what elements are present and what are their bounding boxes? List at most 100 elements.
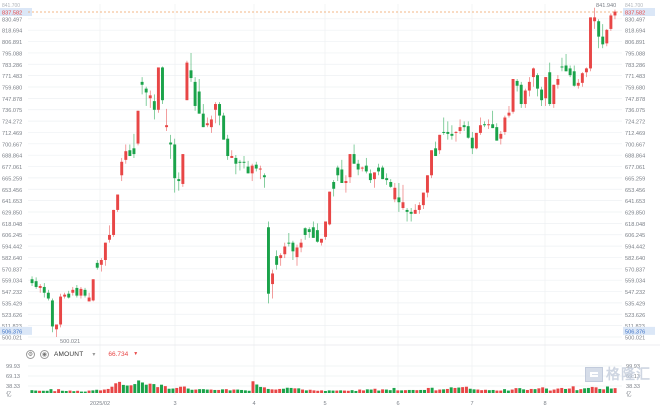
candle[interactable] xyxy=(156,67,160,113)
candle[interactable] xyxy=(30,276,34,286)
candle[interactable] xyxy=(234,155,238,175)
candle[interactable] xyxy=(430,150,433,179)
candle[interactable] xyxy=(87,292,91,302)
settings-icon[interactable]: ⚙ xyxy=(26,349,35,359)
candle[interactable] xyxy=(413,204,417,214)
candle[interactable] xyxy=(283,242,287,259)
candle[interactable] xyxy=(46,289,50,301)
candle[interactable] xyxy=(271,269,275,299)
candle[interactable] xyxy=(242,156,246,169)
candle[interactable] xyxy=(458,119,462,134)
candle[interactable] xyxy=(584,67,588,78)
candle[interactable] xyxy=(311,221,315,238)
candle[interactable] xyxy=(397,182,401,212)
candle[interactable] xyxy=(291,240,295,260)
candle[interactable] xyxy=(593,7,597,29)
candle[interactable] xyxy=(226,134,230,160)
candle[interactable] xyxy=(556,75,560,89)
candle[interactable] xyxy=(536,73,539,97)
candle[interactable] xyxy=(55,324,58,338)
candle[interactable] xyxy=(222,112,226,140)
candle[interactable] xyxy=(548,62,552,106)
candle[interactable] xyxy=(352,144,356,164)
candle[interactable] xyxy=(185,60,189,101)
candle[interactable] xyxy=(177,172,181,191)
candle[interactable] xyxy=(360,166,364,172)
candle[interactable] xyxy=(511,78,515,114)
candle[interactable] xyxy=(165,108,169,131)
candle[interactable] xyxy=(531,67,535,87)
candle[interactable] xyxy=(519,81,523,108)
candle[interactable] xyxy=(59,293,63,328)
candle[interactable] xyxy=(238,159,242,171)
candle[interactable] xyxy=(161,66,164,105)
candle[interactable] xyxy=(597,19,601,49)
candle[interactable] xyxy=(181,154,185,187)
candle[interactable] xyxy=(540,86,544,106)
candle[interactable] xyxy=(564,53,568,72)
candle[interactable] xyxy=(63,292,67,299)
candle[interactable] xyxy=(527,77,531,97)
candle[interactable] xyxy=(552,84,556,108)
candle[interactable] xyxy=(425,175,429,198)
candle[interactable] xyxy=(254,161,258,172)
candle[interactable] xyxy=(450,125,454,140)
candle[interactable] xyxy=(409,208,413,222)
candle[interactable] xyxy=(230,150,234,158)
candle[interactable] xyxy=(507,105,511,118)
candle[interactable] xyxy=(287,233,291,247)
candle[interactable] xyxy=(193,77,197,111)
candle[interactable] xyxy=(474,132,478,150)
candle[interactable] xyxy=(470,131,474,155)
candle[interactable] xyxy=(148,90,152,108)
candle[interactable] xyxy=(417,202,421,214)
candle[interactable] xyxy=(613,9,617,20)
candle[interactable] xyxy=(580,72,584,87)
candle[interactable] xyxy=(120,157,124,182)
candle[interactable] xyxy=(523,88,527,108)
candle[interactable] xyxy=(609,13,613,31)
candle[interactable] xyxy=(389,179,393,188)
indicator-dropdown-icon[interactable]: ▾ xyxy=(92,351,96,358)
candle[interactable] xyxy=(189,52,193,82)
candle[interactable] xyxy=(589,17,592,72)
candle[interactable] xyxy=(205,117,209,128)
candle[interactable] xyxy=(140,77,144,95)
candle[interactable] xyxy=(91,279,95,302)
candle[interactable] xyxy=(491,110,495,129)
indicator-name[interactable]: AMOUNT xyxy=(54,350,84,358)
candle[interactable] xyxy=(262,173,266,188)
candle[interactable] xyxy=(438,134,442,155)
candle[interactable] xyxy=(605,28,609,47)
candle[interactable] xyxy=(75,285,79,298)
candle[interactable] xyxy=(169,134,173,159)
candle[interactable] xyxy=(34,277,38,289)
candle[interactable] xyxy=(209,115,213,133)
candle[interactable] xyxy=(295,244,299,266)
candle[interactable] xyxy=(315,223,319,243)
candle[interactable] xyxy=(99,258,103,272)
candle[interactable] xyxy=(328,191,332,226)
candle[interactable] xyxy=(136,110,140,146)
candle[interactable] xyxy=(495,123,499,141)
candle[interactable] xyxy=(421,192,425,209)
candle[interactable] xyxy=(144,86,148,106)
candle[interactable] xyxy=(377,163,380,176)
candle[interactable] xyxy=(103,242,107,266)
candle[interactable] xyxy=(515,78,519,92)
candle[interactable] xyxy=(112,209,116,237)
candle[interactable] xyxy=(275,250,279,270)
candle[interactable] xyxy=(303,227,307,240)
candle[interactable] xyxy=(250,163,254,182)
candle[interactable] xyxy=(499,130,503,145)
candle[interactable] xyxy=(368,169,372,183)
candle[interactable] xyxy=(401,184,405,210)
candle[interactable] xyxy=(218,102,222,126)
candle[interactable] xyxy=(503,115,507,135)
candle[interactable] xyxy=(319,238,323,246)
candle[interactable] xyxy=(124,144,128,164)
candle[interactable] xyxy=(246,160,250,174)
candle[interactable] xyxy=(201,104,205,128)
